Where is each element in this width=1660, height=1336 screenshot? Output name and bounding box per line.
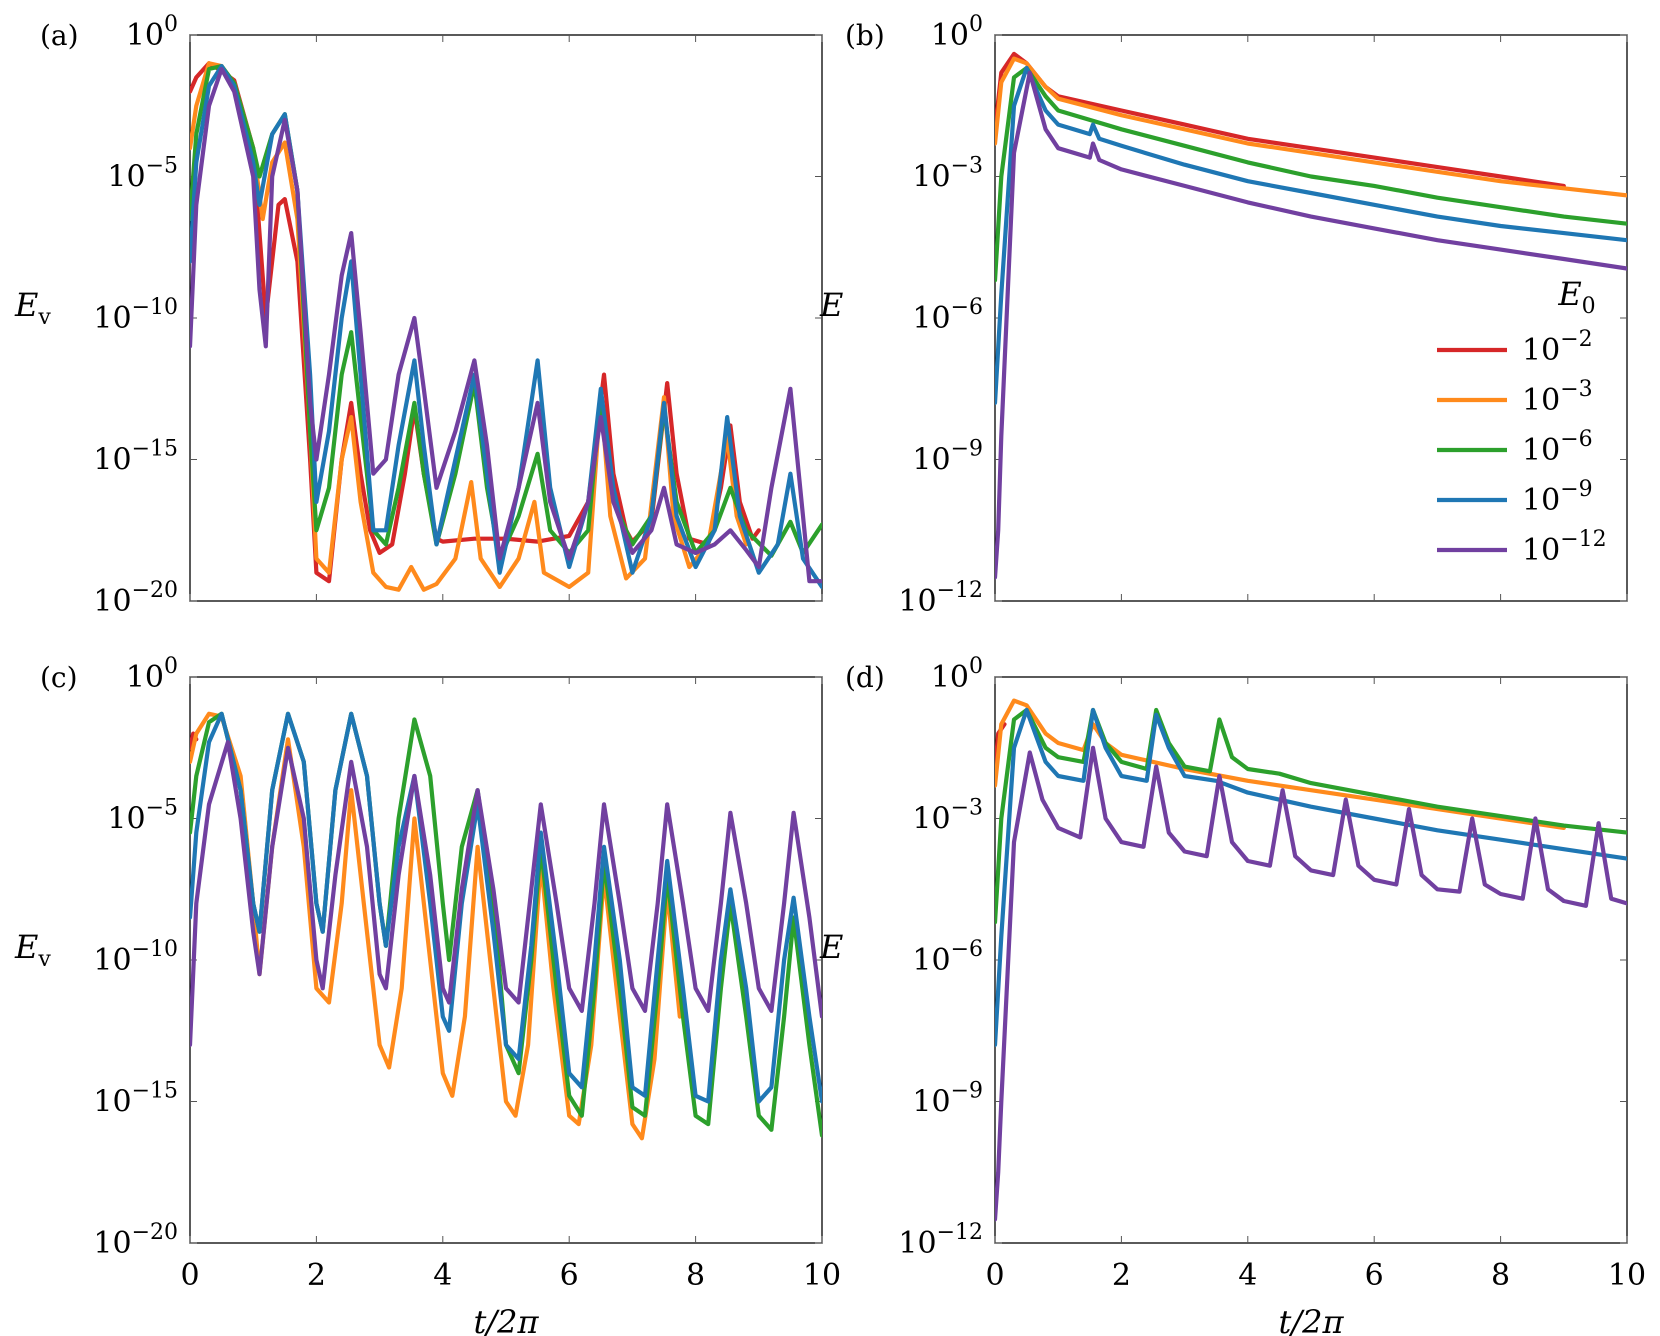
y-tick-label: 10−9 <box>912 1079 983 1120</box>
y-axis-label: E <box>819 928 843 966</box>
y-tick-label: 10−5 <box>107 154 178 195</box>
legend: E0 10−2 10−3 10−6 10−9 10−12 <box>1437 275 1607 568</box>
x-tick-label: 6 <box>560 1258 579 1293</box>
y-tick-label: 10−3 <box>912 796 983 837</box>
x-tick-label: 8 <box>1491 1258 1510 1293</box>
legend-label: 10−12 <box>1522 527 1607 568</box>
series-group <box>995 698 1627 1222</box>
series-line-orange <box>190 61 749 592</box>
series-line-purple <box>190 740 822 1047</box>
x-tick-label: 2 <box>307 1258 326 1293</box>
legend-label: 10−9 <box>1522 477 1593 518</box>
y-tick-label: 10−20 <box>93 1220 178 1261</box>
y-tick-label: 10−15 <box>93 1079 178 1120</box>
x-tick-label: 0 <box>180 1258 199 1293</box>
y-tick-label: 10−5 <box>107 796 178 837</box>
y-tick-label: 10−3 <box>912 154 983 195</box>
y-tick-label: 10−6 <box>912 295 983 336</box>
y-tick-label: 100 <box>931 654 983 695</box>
panel-label: (d) <box>845 661 885 694</box>
y-tick-label: 100 <box>126 654 178 695</box>
panel-3: 0 2 4 6 8 10 100 10−3 10−6 10−9 10−12 Et/2π (d) <box>819 654 1646 1336</box>
panel-0: 100 10−5 10−10 10−15 10−20 Ev (a) <box>14 12 823 619</box>
panel-label: (c) <box>40 661 78 694</box>
legend-label: 10−6 <box>1522 427 1593 468</box>
panel-1: 100 10−3 10−6 10−9 10−12 E (b) E0 10−2 10−3 10−6 10… <box>819 12 1628 619</box>
legend-label: 10−2 <box>1522 327 1593 368</box>
series-line-purple <box>995 70 1627 580</box>
y-tick-label: 10−6 <box>912 937 983 978</box>
y-tick-label: 10−20 <box>93 578 178 619</box>
y-axis-label: E <box>819 286 843 324</box>
y-tick-label: 10−12 <box>898 578 983 619</box>
y-tick-label: 10−10 <box>93 937 178 978</box>
panel-2: 0 2 4 6 8 10 100 10−5 10−10 10−15 10−20 Ev t/2π (c) <box>14 654 841 1336</box>
x-tick-label: 10 <box>1608 1258 1646 1293</box>
series-group <box>190 61 822 592</box>
series-line-green <box>995 65 1627 283</box>
panel-label: (b) <box>845 19 885 52</box>
series-line-orange <box>995 56 1627 198</box>
series-line-blue <box>995 65 1627 405</box>
y-tick-label: 10−9 <box>912 437 983 478</box>
y-tick-label: 10−12 <box>898 1220 983 1261</box>
series-line-purple <box>995 745 1627 1222</box>
legend-title: E0 <box>1557 275 1595 319</box>
legend-label: 10−3 <box>1522 377 1593 418</box>
x-tick-label: 4 <box>1238 1258 1257 1293</box>
series-group <box>190 711 822 1141</box>
series-line-purple <box>190 66 822 584</box>
panel-label: (a) <box>40 19 79 52</box>
y-axis-label: Ev <box>14 928 51 972</box>
series-line-green <box>190 63 822 561</box>
x-axis-label: t/2π <box>473 1303 539 1336</box>
x-axis-label: t/2π <box>1278 1303 1344 1336</box>
x-tick-label: 10 <box>803 1258 841 1293</box>
y-tick-label: 100 <box>931 12 983 53</box>
y-tick-label: 100 <box>126 12 178 53</box>
series-line-blue <box>190 711 822 1104</box>
series-group <box>995 51 1627 580</box>
x-tick-label: 4 <box>433 1258 452 1293</box>
x-tick-label: 2 <box>1112 1258 1131 1293</box>
x-tick-label: 0 <box>985 1258 1004 1293</box>
series-line-red <box>995 51 1566 188</box>
y-axis-label: Ev <box>14 286 51 330</box>
y-tick-label: 10−10 <box>93 295 178 336</box>
x-tick-label: 8 <box>686 1258 705 1293</box>
x-tick-label: 6 <box>1365 1258 1384 1293</box>
y-tick-label: 10−15 <box>93 437 178 478</box>
